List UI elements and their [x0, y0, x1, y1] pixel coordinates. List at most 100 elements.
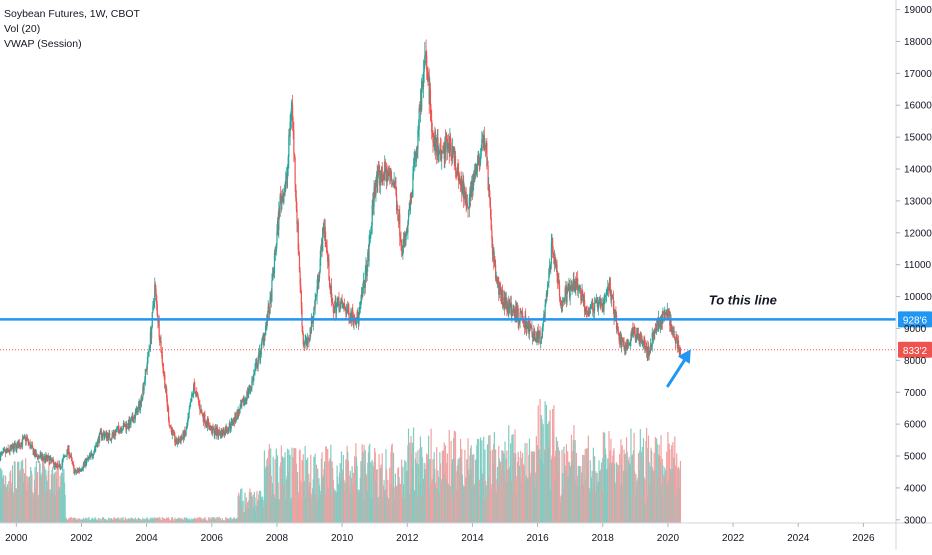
- candle-body: [172, 429, 174, 432]
- volume-bar: [15, 488, 17, 523]
- candle-body: [521, 312, 524, 318]
- candle-body: [117, 426, 120, 429]
- candle-body: [291, 105, 293, 109]
- candle-body: [666, 310, 668, 317]
- candle-body: [506, 298, 508, 312]
- candle-body: [90, 453, 93, 455]
- volume-bar: [282, 484, 284, 523]
- volume-bar: [391, 445, 393, 523]
- candle-body: [432, 142, 435, 146]
- candle-body: [243, 400, 245, 405]
- volume-bar: [248, 492, 250, 523]
- candle-body: [544, 304, 546, 318]
- volume-bar: [307, 457, 309, 523]
- volume-bar: [169, 520, 171, 523]
- candle-body: [65, 455, 67, 457]
- volume-bar: [262, 500, 264, 523]
- candle-body: [281, 194, 284, 197]
- volume-bar: [382, 485, 385, 523]
- volume-bar: [125, 520, 128, 523]
- candle-body: [34, 450, 36, 456]
- volume-bar: [435, 487, 437, 523]
- candle-body: [590, 308, 592, 309]
- volume-bar: [175, 519, 177, 523]
- volume-bar: [484, 449, 486, 523]
- candle-body: [295, 197, 297, 210]
- candle-body: [192, 393, 194, 394]
- candle-body: [359, 302, 361, 307]
- candle-body: [273, 271, 275, 274]
- candle-body: [322, 227, 324, 229]
- volume-bar: [523, 470, 526, 523]
- volume-bar: [473, 454, 475, 523]
- candle-body: [399, 214, 401, 237]
- candle-body: [53, 461, 55, 468]
- indicator-volume[interactable]: Vol (20): [4, 23, 41, 35]
- volume-bar: [144, 518, 146, 523]
- volume-bar: [511, 493, 514, 523]
- candle-body: [22, 438, 24, 439]
- volume-bar: [186, 519, 188, 523]
- candle-body: [676, 337, 678, 348]
- volume-bar: [412, 467, 414, 523]
- candle-body: [430, 112, 432, 120]
- volume-bar: [665, 470, 667, 523]
- volume-bar: [629, 463, 631, 523]
- volume-bar: [426, 453, 428, 523]
- candle-body: [25, 437, 27, 442]
- candle-body: [92, 456, 94, 458]
- candle-body: [176, 443, 178, 444]
- candle-body: [478, 156, 480, 158]
- candle-body: [619, 334, 621, 341]
- candle-body: [615, 312, 617, 316]
- candle-body: [24, 436, 26, 438]
- volume-bar: [265, 465, 267, 523]
- volume-bar: [167, 517, 170, 523]
- candle-body: [67, 449, 69, 452]
- volume-bar: [602, 458, 604, 523]
- volume-bar: [403, 499, 405, 523]
- volume-bar: [281, 456, 284, 523]
- volume-bar: [264, 502, 266, 523]
- volume-bar: [619, 453, 621, 523]
- symbol-title[interactable]: Soybean Futures, 1W, CBOT: [4, 8, 140, 20]
- candle-body: [18, 443, 20, 449]
- candle-body: [42, 455, 44, 458]
- candle-body: [557, 278, 559, 282]
- volume-bar: [505, 480, 507, 523]
- candle-body: [242, 398, 244, 402]
- volume-bar: [372, 466, 375, 523]
- volume-bar: [476, 438, 479, 523]
- candle-body: [418, 108, 420, 130]
- candle-body: [481, 139, 484, 140]
- candle-body: [488, 184, 490, 190]
- candle-body: [573, 285, 576, 291]
- candle-body: [405, 234, 407, 241]
- candle-body: [563, 298, 566, 301]
- volume-bar: [241, 488, 243, 523]
- volume-bar: [100, 520, 103, 523]
- x-tick-label: 2014: [461, 533, 484, 544]
- candle-body: [152, 305, 154, 313]
- volume-bar: [41, 472, 43, 523]
- indicator-vwap[interactable]: VWAP (Session): [4, 38, 82, 50]
- volume-bar: [645, 440, 647, 523]
- volume-bar: [344, 491, 346, 523]
- volume-bar: [285, 500, 287, 523]
- candle-body: [411, 196, 413, 198]
- candle-body: [12, 446, 14, 452]
- candle-body: [620, 340, 623, 347]
- volume-bar: [154, 517, 156, 523]
- volume-bar: [3, 484, 5, 523]
- candle-body: [644, 339, 646, 349]
- volume-bar: [127, 518, 130, 523]
- volume-bar: [486, 496, 488, 523]
- volume-bar: [279, 466, 281, 523]
- candle-body: [652, 332, 655, 337]
- candle-body: [567, 288, 569, 292]
- candle-body: [440, 149, 442, 159]
- volume-bar: [522, 463, 524, 523]
- volume-bar: [147, 518, 149, 523]
